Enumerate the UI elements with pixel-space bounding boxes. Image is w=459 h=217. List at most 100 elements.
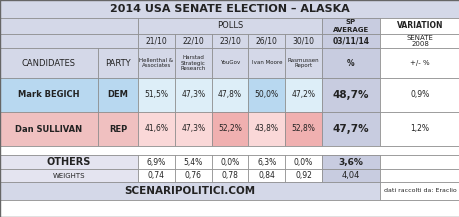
Bar xyxy=(211,48,248,78)
Text: SP
AVERAGE: SP AVERAGE xyxy=(332,20,368,33)
Text: SENATE
2008: SENATE 2008 xyxy=(406,35,432,48)
Bar xyxy=(0,48,98,78)
Text: OTHERS: OTHERS xyxy=(47,157,91,167)
Text: 3,6%: 3,6% xyxy=(338,158,363,166)
Text: YouGov: YouGov xyxy=(219,61,240,66)
Bar xyxy=(174,169,211,182)
Bar xyxy=(138,169,174,182)
Bar xyxy=(285,34,321,48)
Text: 47,7%: 47,7% xyxy=(332,124,369,134)
Bar xyxy=(0,155,138,169)
Text: 5,4%: 5,4% xyxy=(183,158,202,166)
Bar xyxy=(138,48,174,78)
Bar xyxy=(0,18,138,34)
Text: %: % xyxy=(347,59,354,67)
Text: 2014 USA SENATE ELECTION – ALASKA: 2014 USA SENATE ELECTION – ALASKA xyxy=(110,4,349,14)
Text: 23/10: 23/10 xyxy=(218,36,241,46)
Text: 47,8%: 47,8% xyxy=(218,90,241,100)
Bar xyxy=(321,18,379,34)
Text: POLLS: POLLS xyxy=(216,21,243,31)
Text: 1,2%: 1,2% xyxy=(409,125,429,133)
Text: 52,2%: 52,2% xyxy=(218,125,241,133)
Bar xyxy=(248,112,285,146)
Text: 47,3%: 47,3% xyxy=(181,125,205,133)
Text: WEIGHTS: WEIGHTS xyxy=(53,173,85,179)
Text: 26/10: 26/10 xyxy=(255,36,277,46)
Text: 6,9%: 6,9% xyxy=(146,158,166,166)
Text: 0,74: 0,74 xyxy=(148,171,164,180)
Bar xyxy=(248,34,285,48)
Bar xyxy=(98,78,138,112)
Text: 0,9%: 0,9% xyxy=(409,90,429,100)
Text: 41,6%: 41,6% xyxy=(144,125,168,133)
Text: +/- %: +/- % xyxy=(409,60,429,66)
Text: 21/10: 21/10 xyxy=(145,36,167,46)
Text: 0,92: 0,92 xyxy=(295,171,311,180)
Bar xyxy=(0,169,138,182)
Text: Hellenthal &
Associates: Hellenthal & Associates xyxy=(139,58,173,68)
Text: 52,8%: 52,8% xyxy=(291,125,315,133)
Bar xyxy=(174,112,211,146)
Text: Dan SULLIVAN: Dan SULLIVAN xyxy=(16,125,82,133)
Text: REP: REP xyxy=(109,125,127,133)
Text: 22/10: 22/10 xyxy=(182,36,204,46)
Bar xyxy=(379,78,459,112)
Bar xyxy=(211,155,248,169)
Text: 0,0%: 0,0% xyxy=(293,158,313,166)
Bar xyxy=(211,169,248,182)
Bar xyxy=(174,155,211,169)
Text: Ivan Moore: Ivan Moore xyxy=(251,61,281,66)
Bar xyxy=(0,0,459,18)
Text: 0,84: 0,84 xyxy=(258,171,274,180)
Bar xyxy=(138,155,174,169)
Bar xyxy=(379,155,459,169)
Text: 50,0%: 50,0% xyxy=(254,90,278,100)
Bar xyxy=(248,169,285,182)
Text: 48,7%: 48,7% xyxy=(332,90,369,100)
Text: Mark BEGICH: Mark BEGICH xyxy=(18,90,79,100)
Text: VARIATION: VARIATION xyxy=(396,21,442,31)
Bar xyxy=(0,182,379,200)
Bar xyxy=(138,34,174,48)
Bar xyxy=(321,169,379,182)
Text: dati raccolti da: Eraclio: dati raccolti da: Eraclio xyxy=(383,189,455,194)
Text: 47,2%: 47,2% xyxy=(291,90,315,100)
Text: 4,04: 4,04 xyxy=(341,171,359,180)
Bar xyxy=(379,112,459,146)
Bar xyxy=(174,48,211,78)
Bar xyxy=(321,48,379,78)
Bar xyxy=(248,155,285,169)
Text: 47,3%: 47,3% xyxy=(181,90,205,100)
Bar xyxy=(285,112,321,146)
Text: 0,76: 0,76 xyxy=(185,171,201,180)
Text: SCENARIPOLITICI.COM: SCENARIPOLITICI.COM xyxy=(124,186,255,196)
Bar xyxy=(0,200,459,217)
Bar xyxy=(379,48,459,78)
Bar xyxy=(0,34,138,48)
Bar xyxy=(98,112,138,146)
Text: 43,8%: 43,8% xyxy=(254,125,278,133)
Bar xyxy=(174,78,211,112)
Bar xyxy=(379,18,459,34)
Text: CANDIDATES: CANDIDATES xyxy=(22,59,76,67)
Text: DEM: DEM xyxy=(107,90,128,100)
Bar xyxy=(98,48,138,78)
Bar xyxy=(211,34,248,48)
Bar xyxy=(321,78,379,112)
Bar xyxy=(285,155,321,169)
Text: PARTY: PARTY xyxy=(105,59,130,67)
Bar xyxy=(379,34,459,48)
Bar xyxy=(248,48,285,78)
Bar xyxy=(138,18,321,34)
Bar xyxy=(285,48,321,78)
Bar xyxy=(174,34,211,48)
Bar xyxy=(211,112,248,146)
Bar xyxy=(248,78,285,112)
Bar xyxy=(138,112,174,146)
Bar xyxy=(285,78,321,112)
Bar xyxy=(285,169,321,182)
Bar xyxy=(321,112,379,146)
Bar xyxy=(0,78,98,112)
Bar xyxy=(211,78,248,112)
Bar xyxy=(0,112,98,146)
